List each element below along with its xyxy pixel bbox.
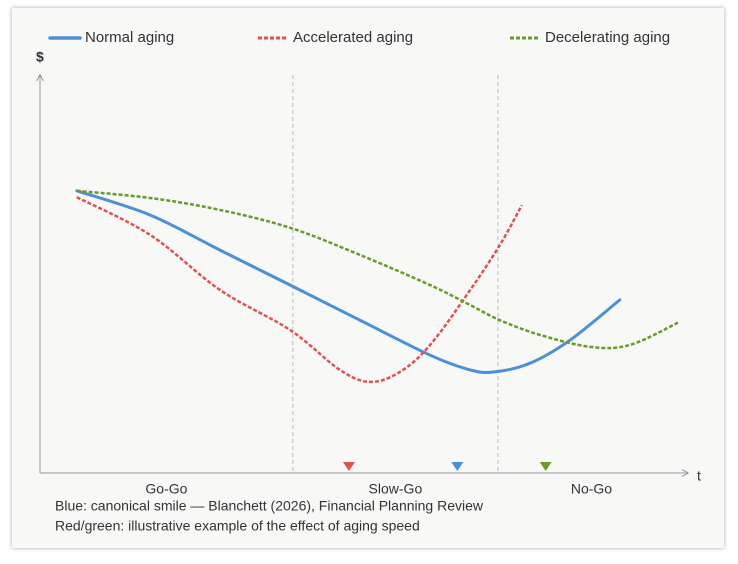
x-axis-label: t [697, 468, 701, 484]
phase-label: Slow-Go [369, 481, 423, 497]
phase-marker [539, 462, 552, 471]
phase-marker [451, 462, 464, 471]
phase-marker [342, 462, 355, 471]
chart-panel [12, 8, 724, 548]
legend-label: Normal aging [85, 29, 174, 46]
legend-label: Decelerating aging [545, 29, 670, 46]
series-line [76, 196, 523, 384]
y-axis-label: $ [36, 49, 44, 65]
caption: Blue: canonical smile — Blanchett (2026)… [55, 498, 484, 514]
series-line [75, 189, 622, 375]
phase-label: Go-Go [145, 481, 187, 497]
caption: Red/green: illustrative example of the e… [55, 518, 420, 534]
phase-label: No-Go [571, 481, 612, 497]
legend-label: Accelerated aging [293, 29, 413, 46]
series-line [76, 189, 681, 350]
